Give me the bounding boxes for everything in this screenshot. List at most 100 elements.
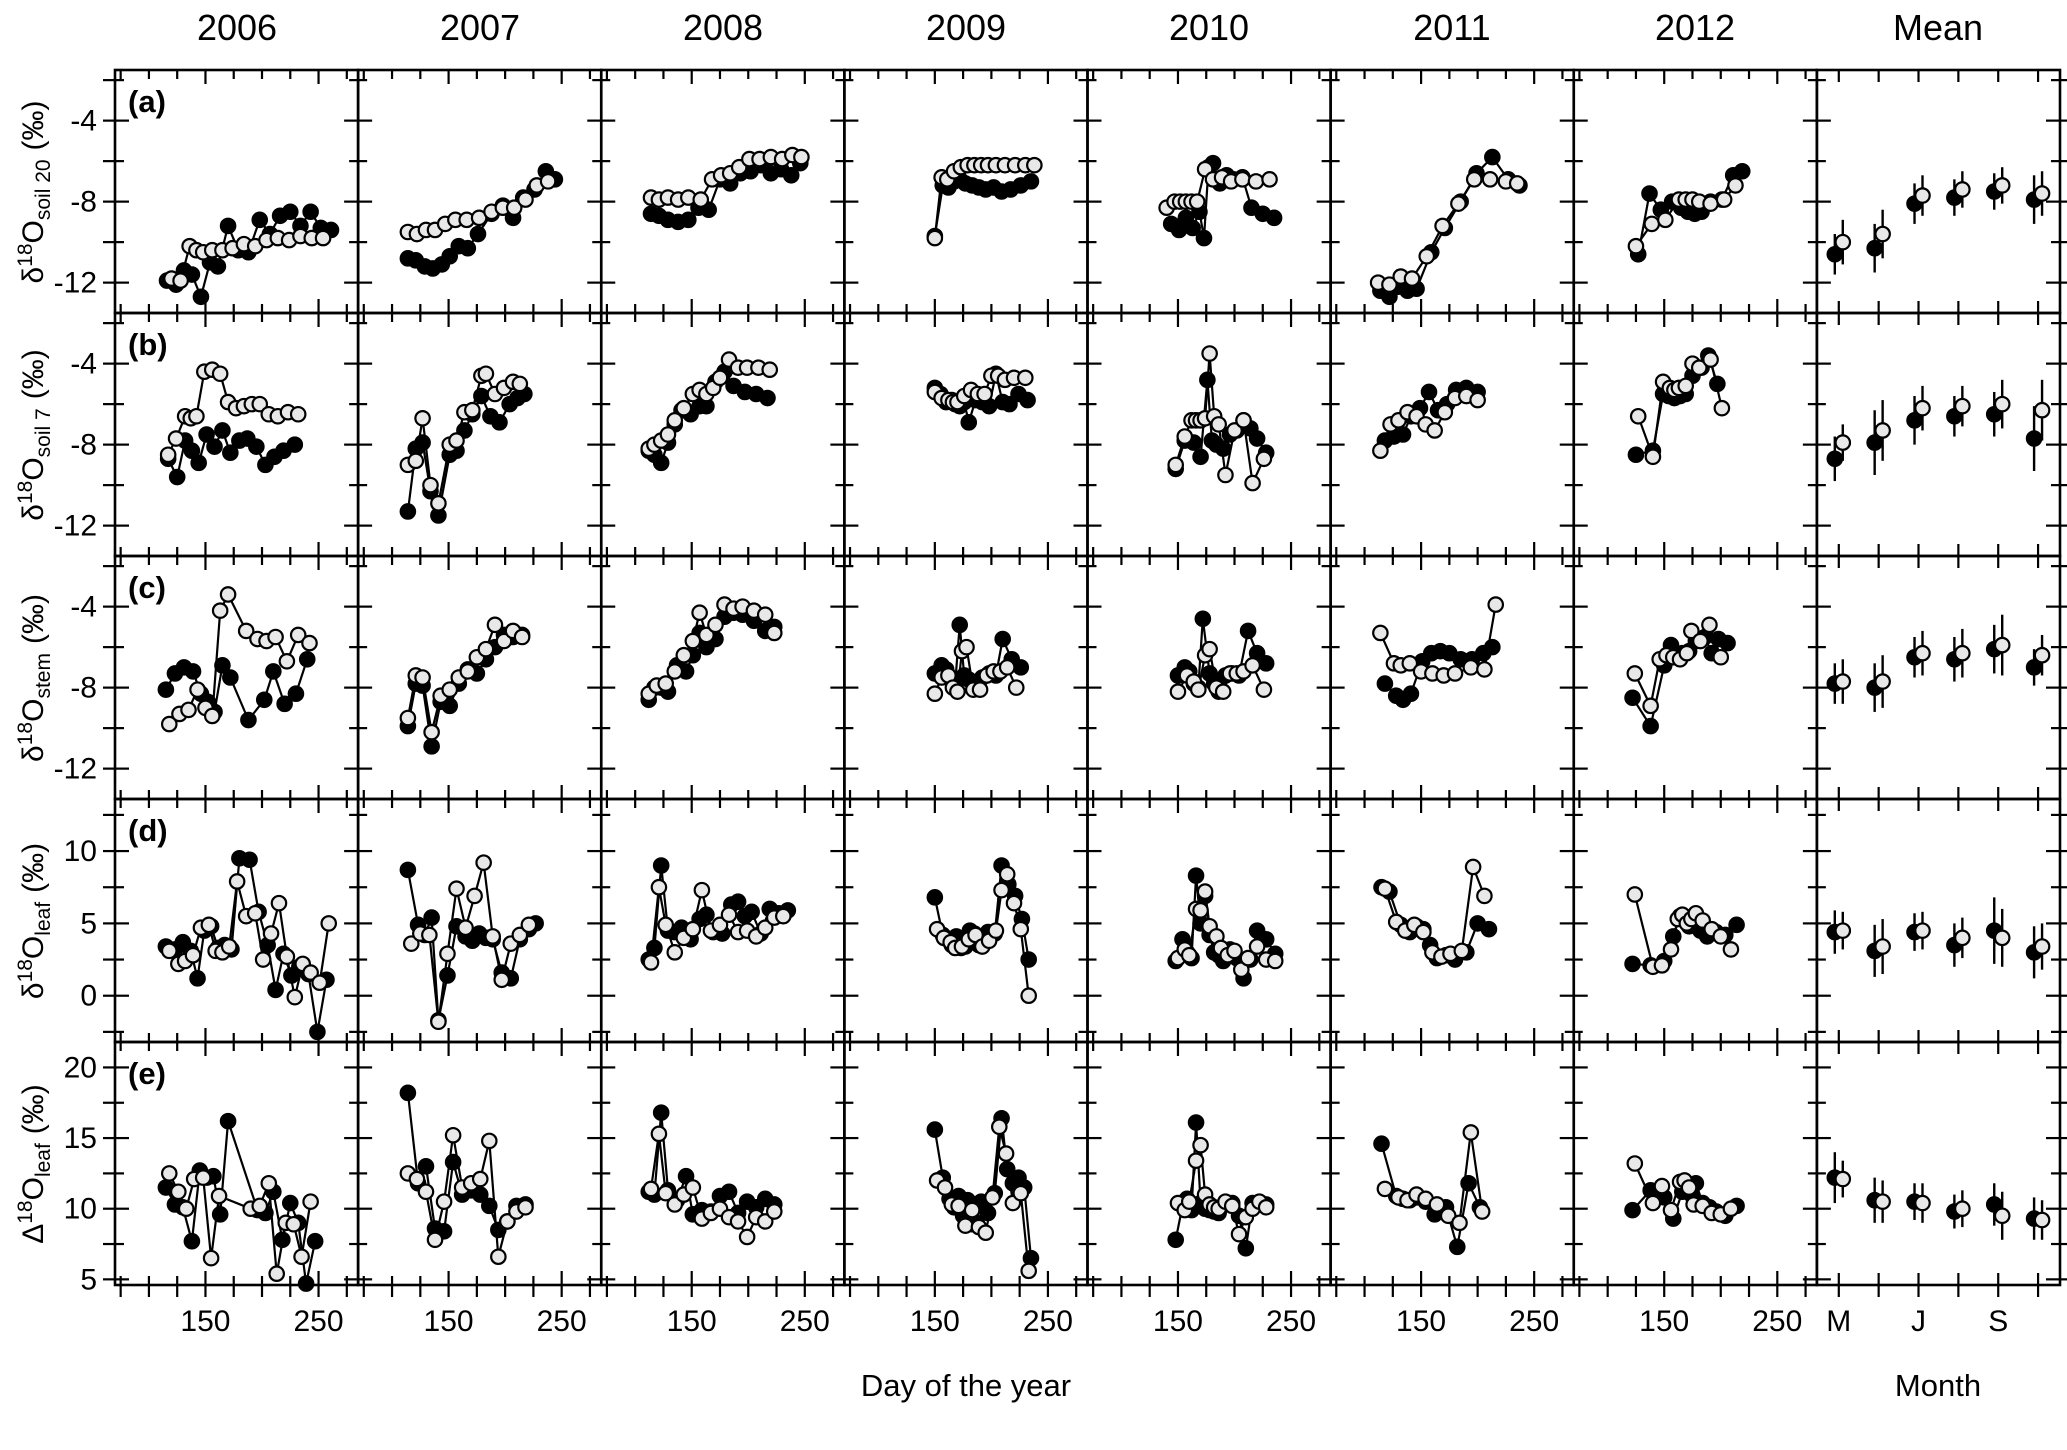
series-open <box>1834 379 2051 461</box>
series-filled <box>1167 1114 1275 1257</box>
panel-d-2009 <box>843 797 1089 1044</box>
data-point-open <box>997 1145 1015 1162</box>
data-point-filled <box>680 211 697 229</box>
panel-border <box>1815 797 2062 1044</box>
data-point-open <box>1722 941 1740 958</box>
data-point-open <box>1954 181 1971 198</box>
data-point-open <box>1180 946 1198 964</box>
day-tick-label: 250 <box>1752 1305 1802 1338</box>
data-point-open <box>1914 644 1931 662</box>
panel-border <box>843 1040 1089 1287</box>
data-point-open <box>1255 450 1273 468</box>
data-point-open <box>707 616 724 634</box>
panel-e-2011: 150 250 <box>1329 1040 1576 1338</box>
data-point-open <box>971 681 989 698</box>
data-point-filled <box>759 389 776 407</box>
data-point-filled <box>287 685 305 702</box>
series-filled <box>640 363 776 472</box>
month-tick-label: J <box>1911 1305 1926 1338</box>
data-point-filled <box>1248 430 1266 447</box>
data-point-filled <box>1627 446 1645 464</box>
data-point-open <box>1169 683 1187 700</box>
data-point-open <box>448 880 465 897</box>
panel-border <box>1572 1040 1819 1287</box>
data-point-open <box>756 606 774 624</box>
data-point-filled <box>1480 920 1498 938</box>
data-point-open <box>1914 922 1931 939</box>
data-point-open <box>642 1180 660 1198</box>
data-point-filled <box>297 1275 315 1292</box>
data-point-open <box>1201 345 1218 362</box>
series-open <box>928 1118 1037 1280</box>
data-point-open <box>1508 175 1526 192</box>
panel-border <box>1329 797 1576 1044</box>
data-point-filled <box>2025 430 2043 447</box>
data-point-open <box>167 430 185 447</box>
data-point-open <box>684 632 702 650</box>
data-point-open <box>1680 1179 1698 1196</box>
data-point-open <box>480 1132 498 1150</box>
data-point-filled <box>286 436 304 453</box>
data-point-open <box>464 401 481 419</box>
data-point-filled <box>399 503 417 520</box>
data-point-open <box>490 1248 507 1266</box>
series-open <box>160 586 318 733</box>
data-point-open <box>684 1179 702 1196</box>
panel-border <box>599 68 846 315</box>
data-point-open <box>441 681 459 698</box>
data-point-open <box>1715 191 1733 208</box>
data-point-open <box>1230 1225 1248 1243</box>
data-point-open <box>1993 636 2011 654</box>
data-point-open <box>1012 1184 1030 1202</box>
series-open <box>640 596 783 702</box>
data-point-open <box>1834 1170 1852 1188</box>
data-point-open <box>1451 1214 1468 1232</box>
panel-a-2007 <box>356 68 603 315</box>
data-point-filled <box>491 414 508 431</box>
data-point-open <box>188 407 205 425</box>
series-filled <box>399 861 544 1029</box>
series-filled <box>1624 628 1736 735</box>
series-open <box>1627 177 1744 255</box>
data-point-open <box>1677 377 1695 395</box>
data-point-open <box>657 675 675 692</box>
column-header-2010: 2010 <box>1168 7 1250 48</box>
panel-e-2012: 150 250 <box>1572 1040 1819 1338</box>
data-point-open <box>1834 922 1852 939</box>
data-point-filled <box>1376 675 1394 692</box>
data-point-open <box>2033 1211 2051 1229</box>
panel-border <box>1815 554 2062 801</box>
data-point-open <box>1481 171 1499 188</box>
data-point-open <box>729 1213 747 1230</box>
series-open <box>926 367 1034 411</box>
data-point-open <box>1196 883 1214 900</box>
data-point-open <box>1235 412 1252 429</box>
data-point-open <box>1662 941 1680 958</box>
data-point-filled <box>192 288 210 306</box>
data-point-open <box>1244 474 1261 492</box>
series-open <box>1369 171 1526 293</box>
data-point-open <box>756 1213 774 1230</box>
data-point-open <box>407 452 425 470</box>
data-point-filled <box>1402 685 1420 702</box>
data-point-open <box>1993 1207 2011 1225</box>
y-tick-label: 20 <box>64 1051 97 1084</box>
panel-a-2006: (a) -4 -8 -12 <box>54 68 360 315</box>
series-open <box>640 351 779 457</box>
series-open <box>402 854 538 1031</box>
data-point-open <box>984 1189 1001 1206</box>
data-point-open <box>1381 276 1398 293</box>
y-tick-label: -8 <box>70 186 97 219</box>
data-point-open <box>1626 886 1644 903</box>
data-point-open <box>1261 171 1278 188</box>
data-point-filled <box>184 663 202 680</box>
data-point-open <box>426 1231 444 1249</box>
data-point-open <box>693 881 711 899</box>
data-point-filled <box>222 669 239 686</box>
data-point-open <box>170 1183 187 1201</box>
data-point-open <box>177 1200 195 1218</box>
panel-letter: (b) <box>128 327 168 362</box>
column-header-2011: 2011 <box>1413 7 1491 48</box>
data-point-filled <box>240 711 257 729</box>
data-point-filled <box>1012 659 1030 676</box>
